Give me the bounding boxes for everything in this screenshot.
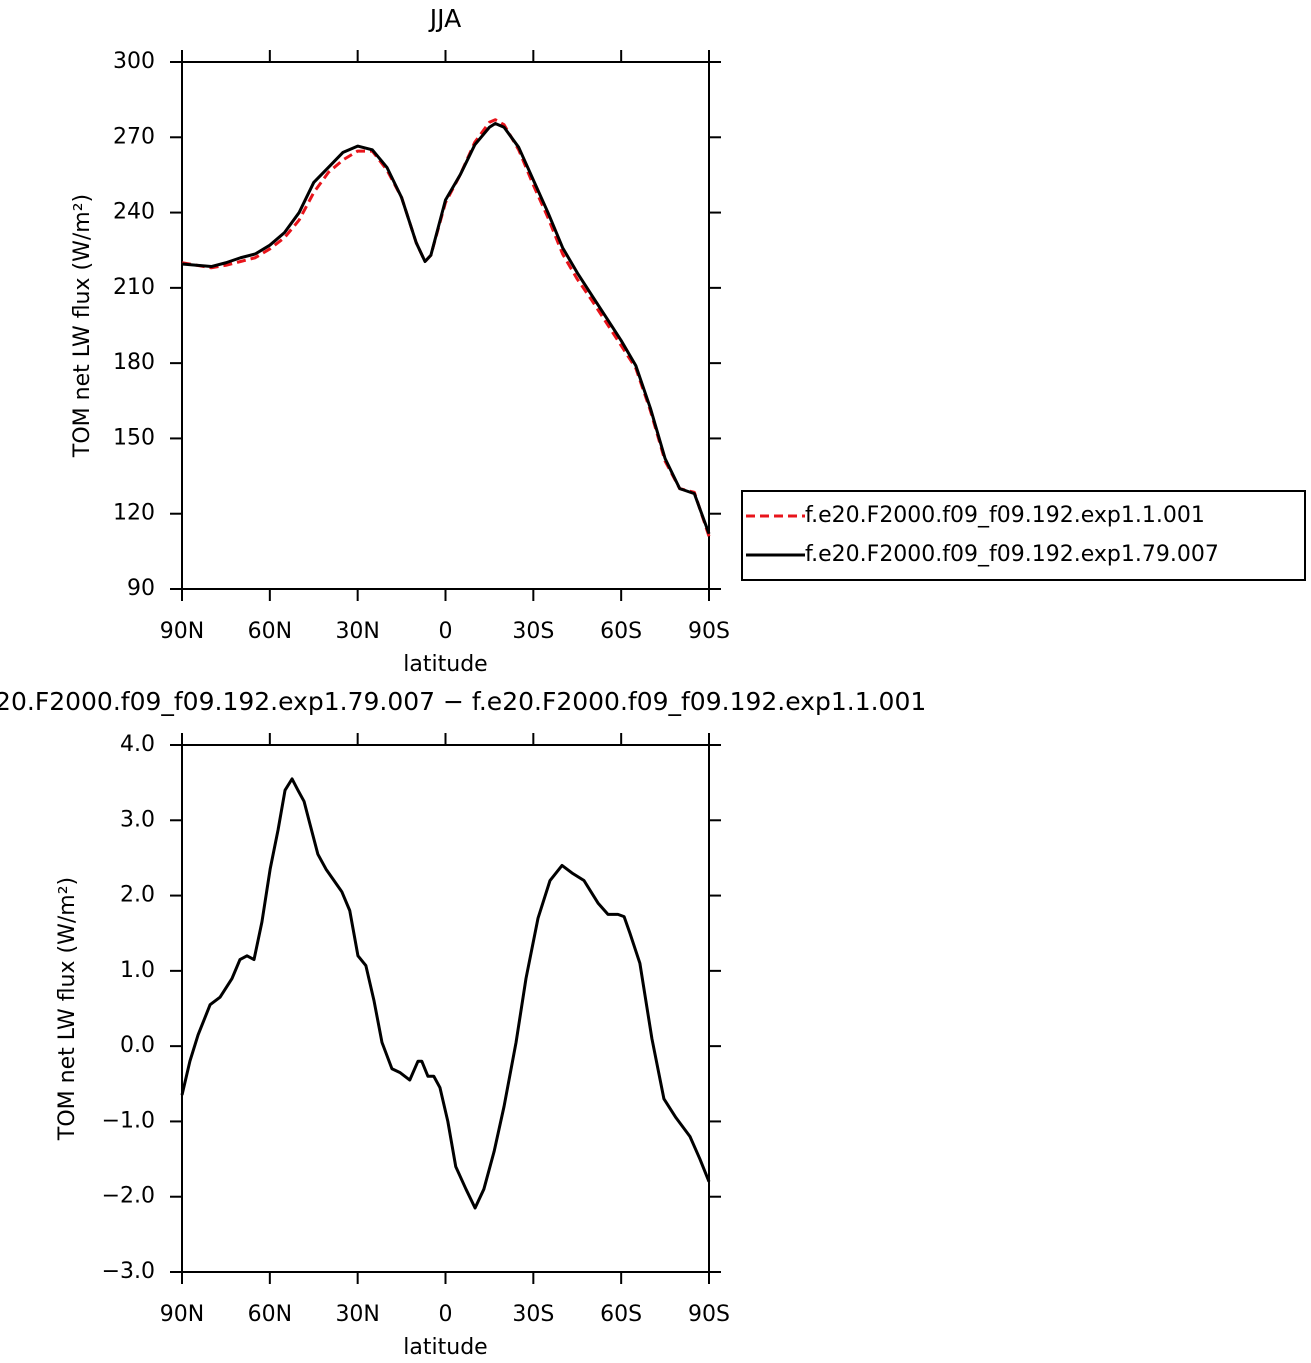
y-tick-label: 2.0 bbox=[120, 883, 155, 908]
y-tick-label: −2.0 bbox=[102, 1184, 155, 1209]
y-tick-label: 3.0 bbox=[120, 807, 155, 832]
data-line bbox=[181, 118, 711, 537]
x-tick-label: 30N bbox=[335, 619, 379, 644]
x-tick-label: 90S bbox=[688, 1302, 730, 1327]
x-axis-label: latitude bbox=[403, 652, 487, 677]
y-tick-label: 240 bbox=[113, 200, 155, 225]
y-tick-label: 120 bbox=[113, 501, 155, 526]
x-tick-label: 60S bbox=[600, 1302, 642, 1327]
legend-label: f.e20.F2000.f09_f09.192.exp1.79.007 bbox=[805, 542, 1219, 567]
legend-box bbox=[741, 490, 1306, 581]
y-tick-label: 0.0 bbox=[120, 1033, 155, 1058]
y-tick-label: 180 bbox=[113, 350, 155, 375]
y-tick-label: 300 bbox=[113, 49, 155, 74]
y-axis-label: TOM net LW flux (W/m²) bbox=[55, 877, 80, 1141]
x-tick-label: 30S bbox=[512, 619, 554, 644]
x-tick-label: 30S bbox=[512, 1302, 554, 1327]
y-axis-label: TOM net LW flux (W/m²) bbox=[70, 194, 95, 458]
y-tick-label: 150 bbox=[113, 425, 155, 450]
y-tick-label: 90 bbox=[127, 576, 155, 601]
x-tick-label: 90S bbox=[688, 619, 730, 644]
chart-title: f.e20.F2000.f09_f09.192.exp1.79.007 − f.… bbox=[0, 687, 926, 716]
y-tick-label: 1.0 bbox=[120, 958, 155, 983]
plot-frame bbox=[181, 744, 710, 1273]
legend-label: f.e20.F2000.f09_f09.192.exp1.1.001 bbox=[805, 503, 1205, 528]
plot-frame bbox=[181, 61, 710, 590]
y-tick-label: 4.0 bbox=[120, 732, 155, 757]
x-tick-label: 30N bbox=[335, 1302, 379, 1327]
y-tick-label: −3.0 bbox=[102, 1259, 155, 1284]
x-tick-label: 90N bbox=[160, 1302, 204, 1327]
data-line bbox=[180, 777, 711, 1210]
x-tick-label: 90N bbox=[160, 619, 204, 644]
y-tick-label: 270 bbox=[113, 124, 155, 149]
y-tick-label: −1.0 bbox=[102, 1108, 155, 1133]
x-tick-label: 60N bbox=[248, 619, 292, 644]
x-tick-label: 60S bbox=[600, 619, 642, 644]
x-axis-label: latitude bbox=[403, 1335, 487, 1360]
x-tick-label: 0 bbox=[439, 1302, 453, 1327]
x-tick-label: 0 bbox=[439, 619, 453, 644]
y-tick-label: 210 bbox=[113, 275, 155, 300]
data-line bbox=[181, 121, 711, 535]
chart-title: JJA bbox=[428, 4, 461, 33]
x-tick-label: 60N bbox=[248, 1302, 292, 1327]
